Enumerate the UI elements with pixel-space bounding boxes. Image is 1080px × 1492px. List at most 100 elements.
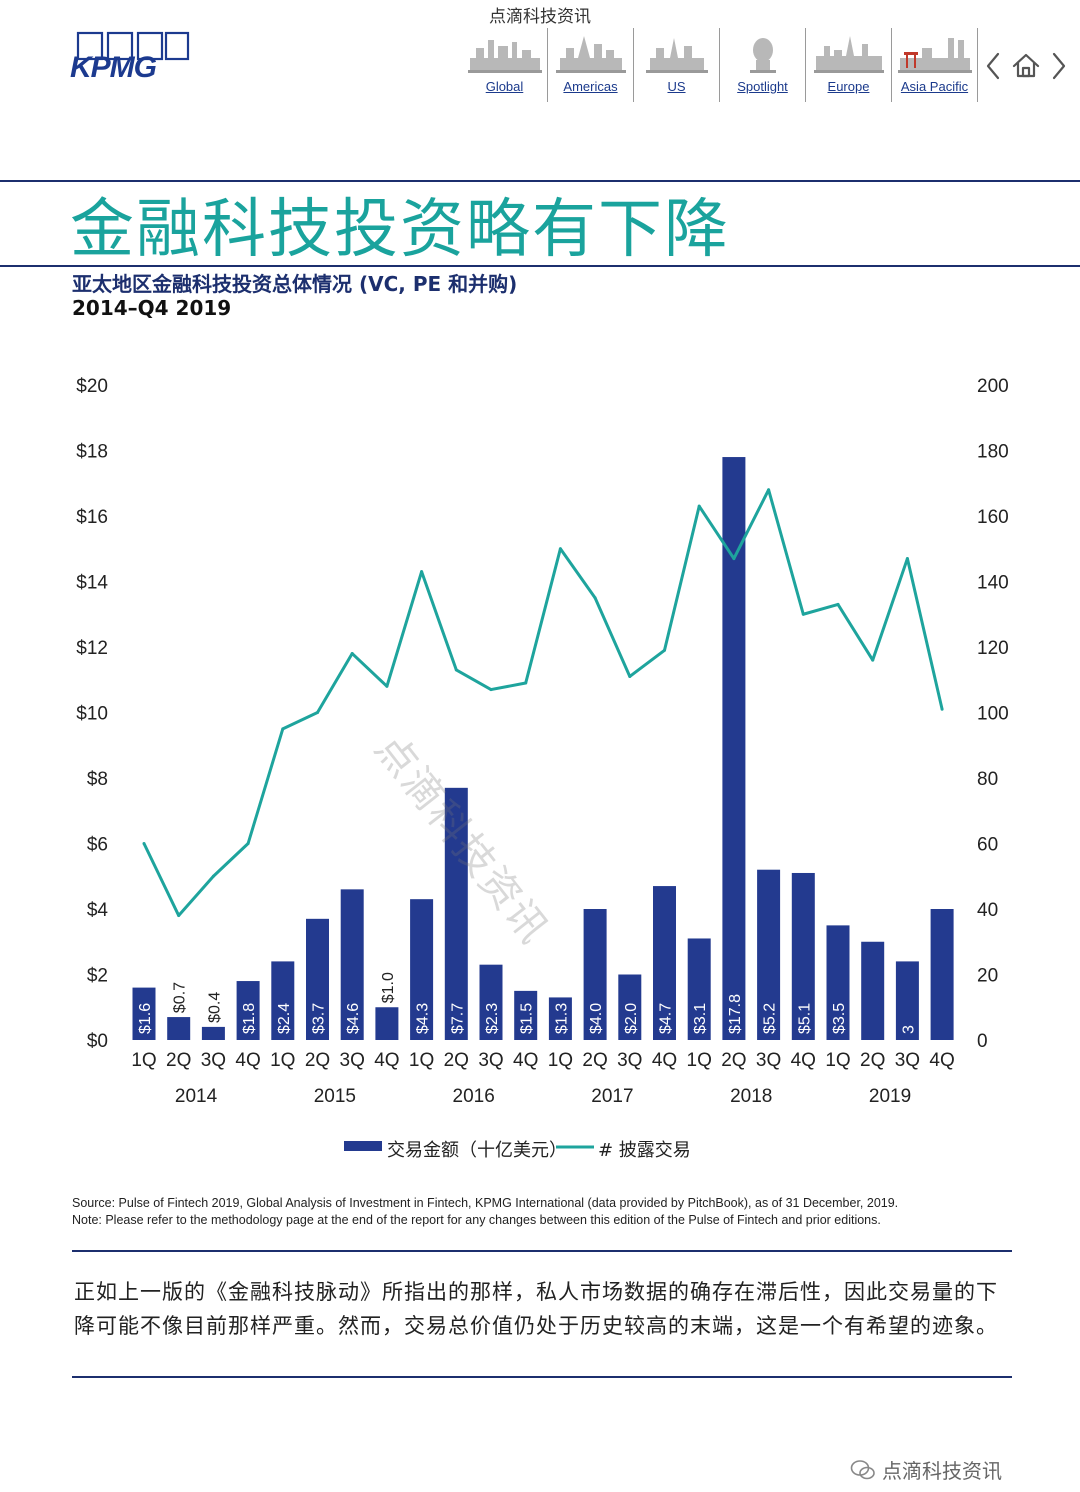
x-tick-label: 2Q xyxy=(166,1050,191,1071)
wechat-icon xyxy=(850,1459,875,1479)
legend-bar-label: 交易金额（十亿美元） xyxy=(387,1140,567,1160)
bar-data-label: $3.7 xyxy=(311,1003,328,1034)
x-tick-label: 1Q xyxy=(825,1050,850,1071)
bar-data-label: $5.1 xyxy=(796,1003,813,1034)
x-tick-label: 2Q xyxy=(444,1050,469,1071)
line-point xyxy=(940,707,944,711)
line-point xyxy=(385,684,389,688)
y-left-tick-label: $14 xyxy=(76,573,108,594)
bar xyxy=(167,1017,191,1040)
footer-watermark-text: 点滴科技资讯 xyxy=(882,1459,1002,1483)
spotlight-head-icon xyxy=(750,38,776,73)
bar xyxy=(722,457,746,1040)
bar-data-label: $1.0 xyxy=(380,972,397,1003)
region-nav: Global Americas US Spotlight Europe xyxy=(462,28,978,102)
line-point xyxy=(350,652,354,656)
header-rule xyxy=(0,180,1080,182)
x-tick-label: 4Q xyxy=(652,1050,677,1071)
chart-period: 2014–Q4 2019 xyxy=(72,296,232,320)
nav-label-americas[interactable]: Americas xyxy=(563,79,618,94)
bar xyxy=(687,938,711,1040)
y-left-tick-label: $0 xyxy=(87,1031,108,1052)
bar xyxy=(861,941,885,1040)
nav-item-americas[interactable]: Americas xyxy=(548,28,634,102)
bar xyxy=(930,909,954,1040)
bar xyxy=(895,961,919,1040)
bar xyxy=(444,787,468,1040)
x-tick-label: 3Q xyxy=(340,1050,365,1071)
line-point xyxy=(697,504,701,508)
y-right-tick-label: 0 xyxy=(977,1031,988,1052)
bar-data-label: $0.7 xyxy=(172,982,189,1013)
x-tick-label: 1Q xyxy=(548,1050,573,1071)
bar-data-label: $17.8 xyxy=(727,994,744,1034)
body-paragraph: 正如上一版的《金融科技脉动》所指出的那样，私人市场数据的确存在滞后性，因此交易量… xyxy=(74,1280,998,1338)
x-year-label: 2016 xyxy=(453,1086,495,1107)
bar xyxy=(826,925,850,1040)
x-tick-label: 2Q xyxy=(721,1050,746,1071)
line-point xyxy=(489,688,493,692)
line-point xyxy=(801,612,805,616)
europe-skyline-icon xyxy=(814,36,884,73)
x-tick-label: 4Q xyxy=(513,1050,538,1071)
kpmg-logo[interactable]: KPMG xyxy=(68,30,192,82)
x-axis: 1Q 2Q 3Q 4Q 1Q 2Q 3Q 4Q 1Q 2Q 3Q 4Q 1Q 2Q 3Q 4Q 1Q 2Q 3Q 4Q… xyxy=(131,1050,954,1107)
bar-series: $1.6 $0.7 $0.4 $1.8 $2.4 $3.7 $4.6 $1.0 $4.3 $7.7… xyxy=(132,457,954,1040)
nav-item-us[interactable]: US xyxy=(634,28,720,102)
y-right-tick-label: 120 xyxy=(977,638,1009,659)
us-skyline-icon xyxy=(646,38,708,73)
body-rule-bottom xyxy=(72,1376,1012,1378)
x-tick-label: 2Q xyxy=(305,1050,330,1071)
home-icon[interactable] xyxy=(1012,53,1040,78)
nav-label-asia-pacific[interactable]: Asia Pacific xyxy=(900,79,969,94)
nav-label-global[interactable]: Global xyxy=(485,79,524,94)
x-tick-label: 1Q xyxy=(131,1050,156,1071)
bar-data-label: $3.5 xyxy=(831,1003,848,1034)
x-tick-label: 2Q xyxy=(860,1050,885,1071)
nav-item-spotlight[interactable]: Spotlight xyxy=(720,28,806,102)
line-point xyxy=(558,547,562,551)
line-series xyxy=(142,488,944,918)
y-right-tick-label: 160 xyxy=(977,507,1009,528)
x-tick-label: 3Q xyxy=(617,1050,642,1071)
x-tick-label: 4Q xyxy=(791,1050,816,1071)
y-right-tick-label: 140 xyxy=(977,573,1009,594)
x-year-label: 2018 xyxy=(730,1086,772,1107)
bar xyxy=(236,981,260,1040)
bar xyxy=(653,886,676,1040)
y-left-tick-label: $8 xyxy=(87,769,108,790)
x-tick-label: 3Q xyxy=(201,1050,226,1071)
bar-data-label: $5.2 xyxy=(762,1003,779,1034)
chart-subtitle: 亚太地区金融科技投资总体情况 (VC, PE 和并购) xyxy=(72,272,518,296)
line-point xyxy=(767,488,771,492)
legend-line-label: # 披露交易 xyxy=(598,1140,691,1160)
nav-label-europe[interactable]: Europe xyxy=(827,79,870,94)
chevron-left-icon[interactable] xyxy=(986,52,1000,80)
x-tick-label: 3Q xyxy=(478,1050,503,1071)
x-tick-label: 4Q xyxy=(929,1050,954,1071)
line-point xyxy=(732,557,736,561)
bar-data-label: $1.8 xyxy=(241,1003,258,1034)
bar xyxy=(479,964,503,1040)
nav-item-europe[interactable]: Europe xyxy=(806,28,892,102)
x-year-label: 2015 xyxy=(314,1086,356,1107)
nav-label-us[interactable]: US xyxy=(667,79,686,94)
line-point xyxy=(593,596,597,600)
line-point xyxy=(316,711,319,714)
bar-data-label: $0.4 xyxy=(206,992,223,1023)
nav-label-spotlight[interactable]: Spotlight xyxy=(737,79,788,94)
nav-item-asia-pacific[interactable]: Asia Pacific xyxy=(892,28,978,102)
line-point xyxy=(628,674,632,678)
bar-data-label: $2.4 xyxy=(276,1003,293,1034)
chevron-right-icon[interactable] xyxy=(1052,52,1066,80)
nav-item-global[interactable]: Global xyxy=(462,28,548,102)
y-left-tick-label: $16 xyxy=(76,507,108,528)
bar-data-label: $4.0 xyxy=(588,1003,605,1034)
y-left-tick-label: $4 xyxy=(87,900,109,921)
bar-data-label: $2.0 xyxy=(623,1003,640,1034)
bar xyxy=(583,909,607,1040)
source-line: Source: Pulse of Fintech 2019, Global An… xyxy=(72,1196,899,1210)
y-left-tick-label: $12 xyxy=(76,638,108,659)
bar xyxy=(791,872,815,1040)
y-right-tick-label: 180 xyxy=(977,442,1009,463)
